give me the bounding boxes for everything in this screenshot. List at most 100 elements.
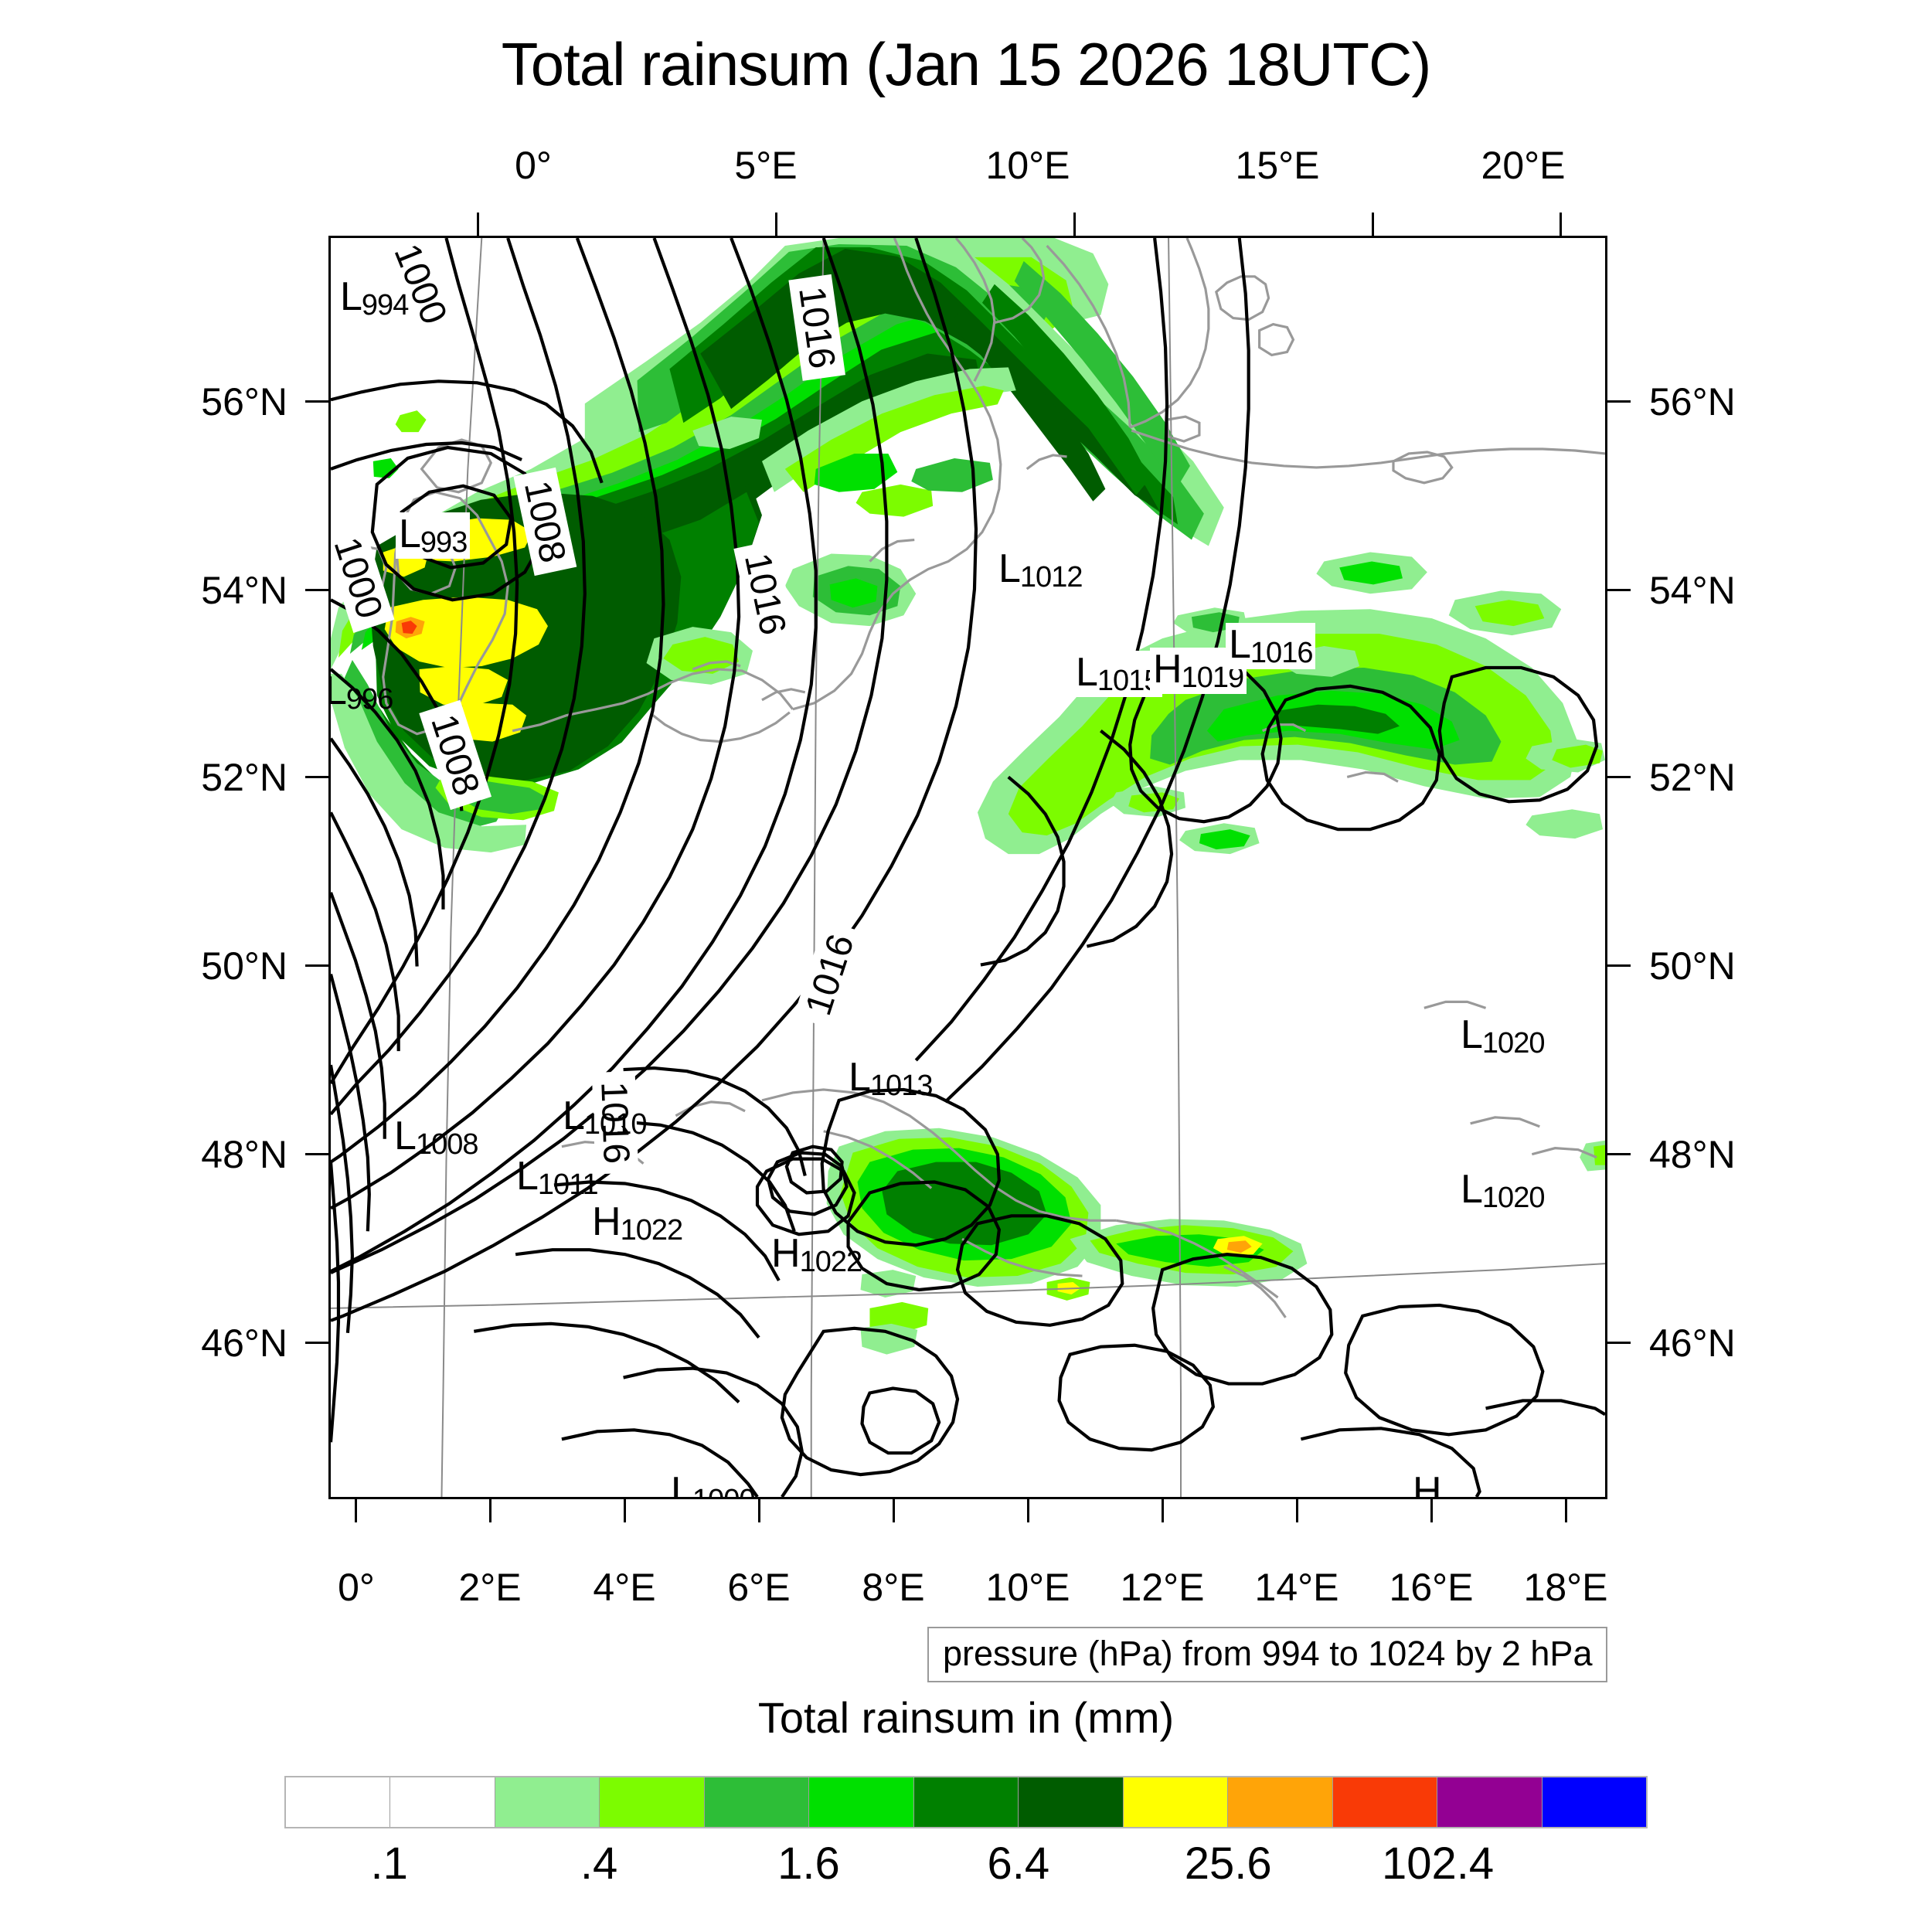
tick-bottom-16: [1430, 1499, 1433, 1522]
colorbar-cell-7: [1019, 1777, 1124, 1827]
pressure-center-L1010: L1010: [563, 1094, 647, 1141]
colorbar: [284, 1776, 1648, 1828]
colorbar-cell-12: [1542, 1777, 1647, 1827]
tick-bottom-4: [624, 1499, 626, 1522]
precip-sw-tail-light2: [331, 673, 527, 853]
tick-left-52: [305, 776, 328, 778]
axis-bottom-label-7: 14°E: [1254, 1566, 1339, 1609]
colorbar-labels: .1 .4 1.6 6.4 25.6 102.4: [284, 1838, 1648, 1907]
isobar-layer: [331, 238, 1605, 1497]
colorbar-tick-5: 102.4: [1382, 1838, 1495, 1889]
pressure-center-H-bottom: H: [1413, 1469, 1442, 1499]
pressure-center-L1016: L1016: [1226, 623, 1316, 669]
axis-left-label-46: 46°N: [201, 1321, 287, 1365]
axis-bottom-label-3: 6°E: [727, 1566, 791, 1609]
tick-right-50: [1607, 964, 1631, 967]
pressure-center-L1011: L1011: [516, 1154, 599, 1201]
axis-bottom-label-8: 16°E: [1389, 1566, 1474, 1609]
tick-top-3: [1372, 213, 1374, 236]
precip-patch-d: [692, 417, 762, 449]
tick-bottom-2: [489, 1499, 492, 1522]
pressure-center-H1022-west: H1022: [589, 1200, 686, 1247]
axis-bottom-label-6: 12°E: [1120, 1566, 1205, 1609]
precip-east-blob-2: [1475, 600, 1545, 627]
tick-right-46: [1607, 1342, 1631, 1344]
precip-patch-a: [814, 453, 898, 492]
tick-top-2: [1073, 213, 1076, 236]
graticule-layer: [331, 238, 1605, 1497]
precip-patch-c: [911, 457, 993, 492]
colorbar-cell-5: [809, 1777, 914, 1827]
axis-right-label-54: 54°N: [1649, 569, 1736, 612]
axis-bottom-label-1: 2°E: [458, 1566, 522, 1609]
axis-left-label-50: 50°N: [201, 944, 287, 988]
axis-right-label-56: 56°N: [1649, 380, 1736, 423]
map-plot-area: 1000 1000 1008 1008 1016: [328, 236, 1607, 1499]
colorbar-tick-3: 6.4: [987, 1838, 1050, 1889]
pressure-center-H1022-east: H1022: [771, 1231, 862, 1278]
tick-bottom-14: [1296, 1499, 1298, 1522]
tick-left-46: [305, 1342, 328, 1344]
precip-stripe-scandi-1: [950, 307, 1106, 502]
colorbar-cell-0: [286, 1777, 391, 1827]
tick-right-56: [1607, 400, 1631, 403]
precip-east-blob-4: [1339, 561, 1403, 585]
axis-top-label-0: 0°: [515, 144, 552, 187]
axis-left-label-48: 48°N: [201, 1133, 287, 1176]
colorbar-cell-8: [1123, 1777, 1229, 1827]
tick-left-56: [305, 400, 328, 403]
precip-se-band-orange: [1226, 1240, 1252, 1253]
precip-patch-b: [855, 484, 934, 517]
axis-top-label-2: 10°E: [985, 144, 1070, 187]
axis-top-label-1: 5°E: [734, 144, 798, 187]
svg-text:1016: 1016: [593, 1081, 637, 1165]
axis-bottom-label-0: 0°: [338, 1566, 375, 1609]
precip-east-low-5: [1526, 809, 1604, 839]
axis-right-label-46: 46°N: [1649, 1321, 1736, 1365]
axis-bottom-label-4: 8°E: [862, 1566, 925, 1609]
tick-left-48: [305, 1153, 328, 1155]
tick-bottom-12: [1162, 1499, 1164, 1522]
precip-east-core-3: [1276, 704, 1400, 734]
colorbar-cell-11: [1437, 1777, 1543, 1827]
tick-top-0: [477, 213, 479, 236]
tick-right-52: [1607, 776, 1631, 778]
pressure-center-L1000-bottom: L1000: [671, 1469, 755, 1499]
axis-bottom-label-5: 10°E: [985, 1566, 1070, 1609]
pressure-center-L996: L996: [331, 671, 393, 716]
axis-top-label-4: 20°E: [1481, 144, 1566, 187]
colorbar-tick-2: 1.6: [777, 1838, 840, 1889]
page-title: Total rainsum (Jan 15 2026 18UTC): [501, 30, 1432, 98]
map-canvas: 1000 1000 1008 1008 1016: [331, 238, 1605, 1497]
pressure-center-L993: L993: [396, 512, 471, 559]
colorbar-cell-2: [495, 1777, 600, 1827]
colorbar-cell-4: [704, 1777, 810, 1827]
tick-right-54: [1607, 589, 1631, 591]
axis-top-label-3: 15°E: [1235, 144, 1320, 187]
pressure-center-L1020-south: L1020: [1461, 1167, 1545, 1214]
precip-patch-e: [395, 410, 427, 433]
tick-bottom-0: [355, 1499, 357, 1522]
colorbar-cell-3: [600, 1777, 705, 1827]
svg-text:1016: 1016: [736, 549, 794, 638]
precip-stripe-scandi-2: [981, 284, 1151, 495]
pressure-center-L1013: L1013: [849, 1055, 933, 1102]
precip-cg-5: [663, 637, 740, 674]
colorbar-cell-9: [1228, 1777, 1333, 1827]
tick-bottom-18: [1565, 1499, 1567, 1522]
pressure-legend-box: pressure (hPa) from 994 to 1024 by 2 hPa: [927, 1627, 1608, 1682]
axis-right-label-50: 50°N: [1649, 944, 1736, 988]
tick-bottom-6: [758, 1499, 760, 1522]
pressure-center-L1008: L1008: [394, 1114, 478, 1161]
precip-britain-red: [401, 621, 417, 634]
colorbar-cell-6: [913, 1777, 1019, 1827]
precip-right-edge-2: [1594, 1145, 1605, 1165]
precip-east-low-4: [1199, 829, 1250, 850]
tick-top-1: [775, 213, 777, 236]
colorbar-title: Total rainsum in (mm): [757, 1693, 1175, 1742]
pressure-center-L1020-north: L1020: [1461, 1012, 1545, 1060]
tick-left-50: [305, 964, 328, 967]
tick-right-48: [1607, 1153, 1631, 1155]
axis-bottom-label-9: 18°E: [1523, 1566, 1608, 1609]
axis-right-label-52: 52°N: [1649, 756, 1736, 799]
